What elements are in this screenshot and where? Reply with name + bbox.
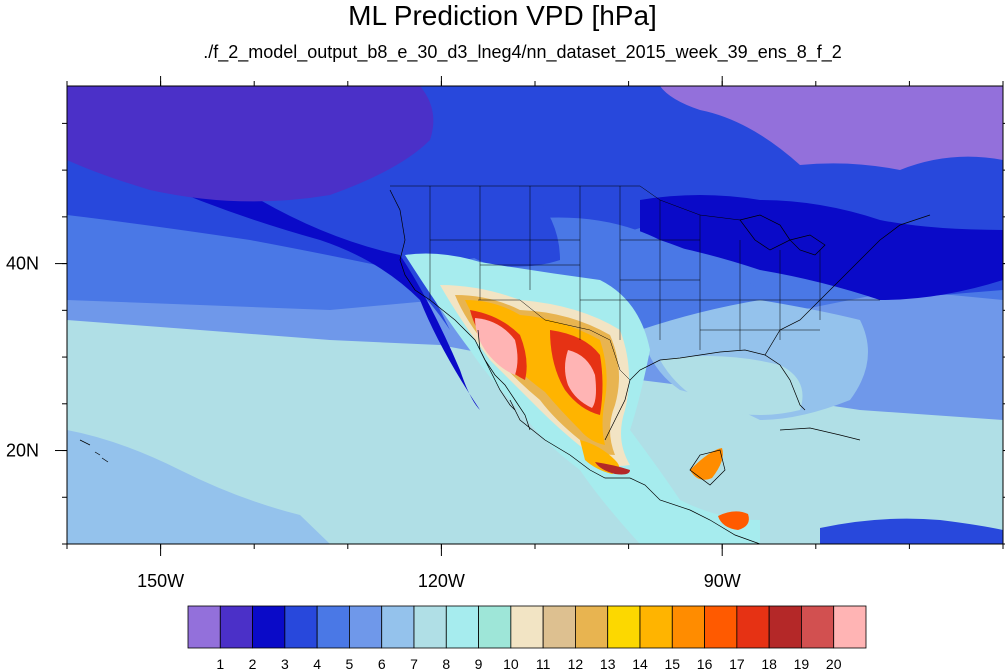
chart-subtitle: ./f_2_model_output_b8_e_30_d3_lneg4/nn_d… (203, 42, 842, 62)
y-tick-label: 40N (6, 254, 39, 274)
colorbar-swatch (736, 605, 770, 649)
field-central-america-1 (690, 448, 723, 480)
field-florida-gulf (660, 356, 803, 415)
colorbar-label: 14 (632, 656, 648, 672)
x-tick-label: 120W (418, 571, 465, 591)
colorbar-swatch (252, 605, 286, 649)
colorbar-swatch (316, 605, 350, 649)
coastline-yucatan (689, 449, 726, 486)
state-lines-central (580, 186, 701, 350)
coastline-hawaii (79, 439, 109, 463)
colorbar-label: 19 (794, 656, 810, 672)
field-great-basin (420, 176, 560, 267)
coastline-gulf (604, 214, 931, 441)
colorbar-label: 12 (568, 656, 584, 672)
colorbar-label: 2 (249, 656, 257, 672)
colorbar-label: 1 (216, 656, 224, 672)
us-mexico-border (478, 299, 631, 381)
colorbar-swatch (510, 605, 544, 649)
vpd-field (67, 86, 1003, 544)
field-south-america-band (820, 518, 1003, 544)
field-hudson-bay (660, 86, 1003, 170)
coastline-north-america (389, 189, 761, 545)
colorbar-label: 6 (378, 656, 386, 672)
colorbar-swatch (704, 605, 738, 649)
axis-labels: 150W 120W 90W 40N 20N (6, 254, 741, 591)
colorbar-swatch (349, 605, 383, 649)
colorbar-label: 8 (442, 656, 450, 672)
state-borders (390, 185, 880, 381)
colorbar-swatch (445, 605, 479, 649)
colorbar-swatch (413, 605, 447, 649)
colorbar-swatch (219, 605, 253, 649)
field-southern-mexico (595, 462, 630, 475)
colorbar-label: 3 (281, 656, 289, 672)
colorbar-label: 4 (313, 656, 321, 672)
colorbar-swatch (575, 605, 609, 649)
field-north-pacific-purple (67, 86, 434, 202)
field-canada-east (640, 195, 1003, 300)
field-central-america-2 (718, 511, 749, 530)
colorbar-label: 16 (697, 656, 713, 672)
field-arizona-max (475, 318, 518, 375)
colorbar-swatch (671, 605, 705, 649)
colorbar-swatch (801, 605, 835, 649)
colorbar-swatch (768, 605, 802, 649)
coastlines (79, 189, 931, 545)
chart-title: ML Prediction VPD [hPa] (348, 0, 657, 31)
colorbar-label: 11 (536, 656, 551, 672)
colorbar-swatch (284, 605, 318, 649)
state-lines-west (429, 186, 581, 340)
x-tick-label: 90W (704, 571, 741, 591)
colorbar-label: 13 (600, 656, 616, 672)
colorbar-swatch (187, 605, 221, 649)
coastline-cuba (779, 427, 861, 441)
axis-ticks (55, 76, 1005, 556)
coastline-baja (477, 329, 516, 411)
colorbar-label: 7 (410, 656, 418, 672)
y-tick-label: 20N (6, 441, 39, 461)
x-tick-label: 150W (137, 571, 184, 591)
colorbar-swatch (478, 605, 512, 649)
field-tropical-pacific-sw (67, 430, 330, 544)
colorbar-swatch (639, 605, 673, 649)
colorbar-labels: 1 2 3 4 5 6 7 8 9 10 11 12 13 14 15 16 17 18 19 20 (216, 656, 841, 672)
colorbar-swatch (542, 605, 576, 649)
colorbar-label: 20 (826, 656, 842, 672)
colorbar-label: 9 (475, 656, 483, 672)
colorbar-swatch (381, 605, 415, 649)
colorbar-label: 18 (761, 656, 777, 672)
state-lines-east (700, 240, 880, 350)
colorbar-label: 5 (346, 656, 354, 672)
colorbar-label: 17 (729, 656, 745, 672)
colorbar (187, 605, 867, 649)
colorbar-swatch (833, 605, 867, 649)
colorbar-label: 10 (503, 656, 519, 672)
colorbar-swatch (607, 605, 641, 649)
field-chihuahua-max (565, 350, 596, 408)
colorbar-label: 15 (664, 656, 680, 672)
